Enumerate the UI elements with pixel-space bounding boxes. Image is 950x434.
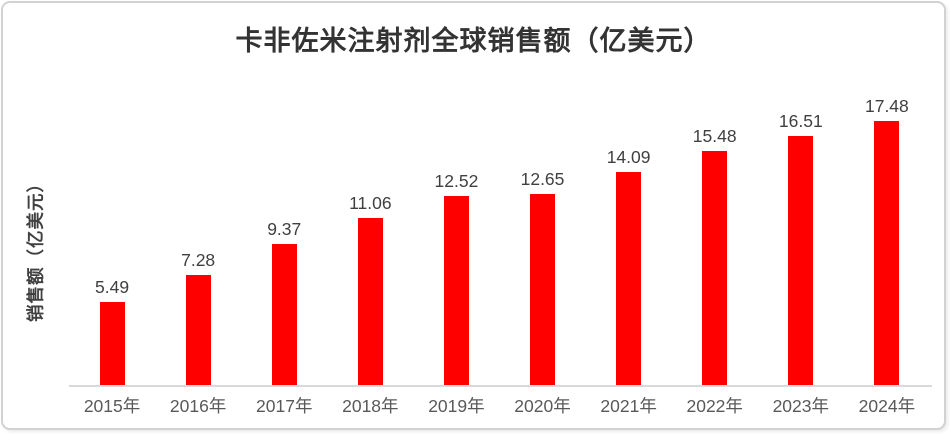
bar-group: 5.49 <box>69 59 155 385</box>
bar-value-label: 7.28 <box>181 249 216 270</box>
bar-2016年 <box>185 275 211 385</box>
bar-2019年 <box>443 196 469 385</box>
bar-group: 14.09 <box>586 59 672 385</box>
bar-group: 12.52 <box>413 59 499 385</box>
bar-2020年 <box>530 194 556 385</box>
bar-2021年 <box>616 172 642 385</box>
bar-group: 16.51 <box>758 59 844 385</box>
bar-2018年 <box>357 218 383 385</box>
bar-2023年 <box>788 136 814 385</box>
x-axis-tick-label: 2021年 <box>600 396 657 416</box>
bar-2017年 <box>271 244 297 385</box>
bar-value-label: 9.37 <box>267 218 302 239</box>
bar-value-label: 14.09 <box>606 146 651 167</box>
bar-group: 15.48 <box>672 59 758 385</box>
x-axis-tick-label: 2020年 <box>514 396 571 416</box>
x-axis-tick-label: 2017年 <box>256 396 313 416</box>
x-axis-tick-label: 2019年 <box>428 396 485 416</box>
bar-group: 9.37 <box>241 59 327 385</box>
x-axis-tick-label: 2023年 <box>772 396 830 416</box>
bar-value-label: 11.06 <box>349 192 392 213</box>
bar-value-label: 17.48 <box>864 95 909 116</box>
bar-group: 12.65 <box>499 59 585 385</box>
chart-title: 卡非佐米注射剂全球销售额（亿美元） <box>235 26 712 56</box>
bar-value-label: 5.49 <box>95 276 130 297</box>
x-axis-tick-label: 2018年 <box>342 396 399 416</box>
bar-value-label: 16.51 <box>778 110 823 131</box>
x-axis-line <box>69 385 932 387</box>
y-axis-label: 销售额（亿美元） <box>25 174 46 322</box>
bar-group: 11.06 <box>327 59 413 385</box>
x-axis-tick-label: 2015年 <box>83 396 141 416</box>
bar-group: 17.48 <box>844 59 930 385</box>
plot-area: 5.49 7.28 9.37 11.06 12.52 12.65 14.09 15.48 16.… <box>69 59 930 385</box>
bar-value-label: 12.52 <box>434 170 479 191</box>
bar-value-label: 15.48 <box>692 125 737 146</box>
bar-2015年 <box>99 302 125 385</box>
bar-group: 7.28 <box>155 59 241 385</box>
x-axis-tick-label: 2016年 <box>169 396 227 416</box>
x-axis-tick-label: 2024年 <box>858 396 916 416</box>
bar-value-label: 12.65 <box>520 168 565 189</box>
bar-2022年 <box>702 151 728 385</box>
bar-2024年 <box>874 121 900 385</box>
x-axis-tick-labels: 2015年 2016年 2017年 2018年 2019年 2020年 2021年 2022年… <box>69 395 930 418</box>
x-axis-tick-label: 2022年 <box>686 396 743 416</box>
